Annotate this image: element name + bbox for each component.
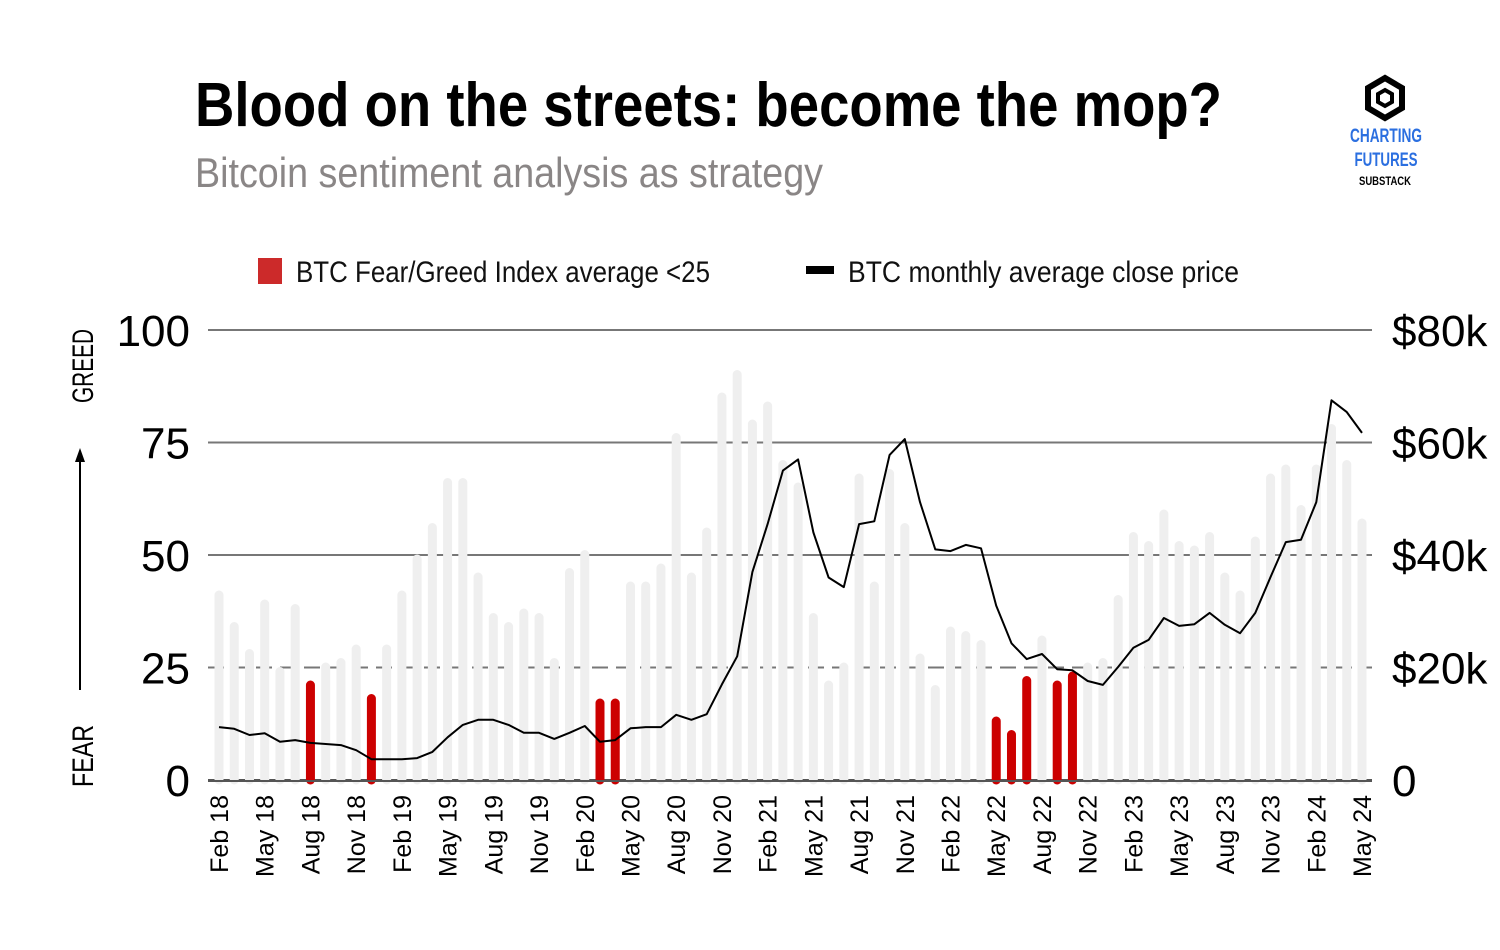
x-tick-label: May 21 <box>800 795 828 877</box>
left-axis-ticks: 0 25 50 75 100 <box>117 307 190 806</box>
x-tick-label: Aug 22 <box>1029 795 1057 874</box>
right-tick-label: 0 <box>1392 757 1416 806</box>
x-tick-label: Nov 22 <box>1075 795 1103 874</box>
x-tick-label: Feb 21 <box>755 795 783 873</box>
left-tick-label: 100 <box>117 307 190 356</box>
x-tick-label: May 24 <box>1349 795 1377 877</box>
chart-title: Blood on the streets: become the mop? <box>195 71 1222 140</box>
logo-text-charting: CHARTING <box>1350 126 1422 147</box>
x-tick-label: Feb 22 <box>938 795 966 873</box>
x-tick-label: Aug 23 <box>1212 795 1240 874</box>
axis-label-fear: FEAR <box>67 725 100 787</box>
x-tick-label: Aug 19 <box>480 795 508 874</box>
x-tick-label: Feb 18 <box>206 795 234 873</box>
logo-text-futures: FUTURES <box>1355 150 1418 171</box>
btc-price-polyline <box>218 399 1363 761</box>
axis-label-greed: GREED <box>67 329 100 403</box>
x-tick-label: May 20 <box>617 795 645 877</box>
x-tick-label: Feb 24 <box>1303 795 1331 873</box>
fear-greed-bars <box>208 370 1372 785</box>
x-tick-label: May 18 <box>252 795 280 877</box>
hexagon-logo-icon <box>1365 74 1405 122</box>
legend-swatch-price <box>806 266 834 274</box>
right-tick-label: $80k <box>1392 307 1488 356</box>
logo-text-substack: SUBSTACK <box>1359 174 1411 188</box>
right-tick-label: $60k <box>1392 420 1488 469</box>
left-tick-label: 25 <box>141 645 190 694</box>
x-tick-label: Aug 18 <box>297 795 325 874</box>
right-tick-label: $20k <box>1392 645 1488 694</box>
x-tick-label: Feb 20 <box>572 795 600 873</box>
x-tick-label: May 19 <box>435 795 463 877</box>
right-axis-ticks: 0 $20k $40k $60k $80k <box>1392 307 1488 806</box>
fear-to-greed-arrow-icon <box>75 448 85 690</box>
x-tick-label: Nov 23 <box>1258 795 1286 874</box>
left-tick-label: 75 <box>141 420 190 469</box>
x-tick-label: Nov 19 <box>526 795 554 874</box>
charting-futures-logo: CHARTING FUTURES SUBSTACK <box>1350 74 1422 188</box>
x-tick-label: May 22 <box>983 795 1011 877</box>
x-tick-label: Nov 20 <box>709 795 737 874</box>
legend-swatch-fear <box>258 258 282 284</box>
chart-subtitle: Bitcoin sentiment analysis as strategy <box>195 149 823 196</box>
x-tick-label: Aug 20 <box>663 795 691 874</box>
x-tick-label: Feb 19 <box>389 795 417 873</box>
x-tick-label: Aug 21 <box>846 795 874 874</box>
x-tick-label: Nov 21 <box>892 795 920 874</box>
legend: BTC Fear/Greed Index average <25 BTC mon… <box>258 256 1239 289</box>
x-tick-label: Nov 18 <box>343 795 371 874</box>
x-tick-label: May 23 <box>1166 795 1194 877</box>
left-tick-label: 0 <box>166 757 190 806</box>
x-tick-label: Feb 23 <box>1120 795 1148 873</box>
legend-label-fear: BTC Fear/Greed Index average <25 <box>296 256 710 289</box>
x-axis-ticks: Feb 18 May 18 Aug 18 Nov 18 Feb 19 May 19 Aug … <box>206 795 1377 877</box>
left-tick-label: 50 <box>141 532 190 581</box>
legend-label-price: BTC monthly average close price <box>848 256 1239 289</box>
btc-price-line <box>218 399 1363 761</box>
right-tick-label: $40k <box>1392 532 1488 581</box>
